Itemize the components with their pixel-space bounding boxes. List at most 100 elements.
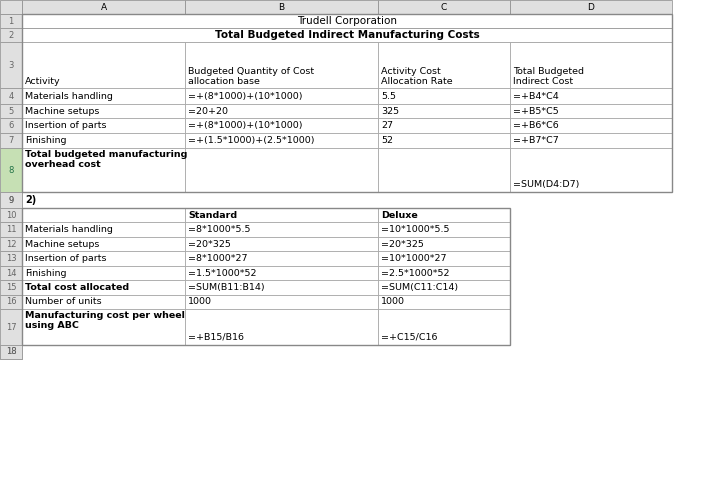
Bar xyxy=(510,133,672,148)
Bar xyxy=(0,104,22,118)
Bar xyxy=(22,0,185,14)
Text: Total Budgeted Indirect Manufacturing Costs: Total Budgeted Indirect Manufacturing Co… xyxy=(215,30,479,40)
Text: D: D xyxy=(588,2,595,11)
Bar xyxy=(378,0,510,14)
Text: 18: 18 xyxy=(6,347,16,356)
Bar xyxy=(378,104,510,118)
Bar xyxy=(185,0,378,14)
Bar xyxy=(22,118,185,133)
Text: =8*1000*5.5: =8*1000*5.5 xyxy=(188,225,251,234)
Text: 5.5: 5.5 xyxy=(381,91,396,101)
Text: 52: 52 xyxy=(381,136,393,145)
Text: 1: 1 xyxy=(8,16,13,25)
Bar xyxy=(378,0,510,14)
Text: Machine setups: Machine setups xyxy=(25,240,100,249)
Text: =+B4*C4: =+B4*C4 xyxy=(513,91,559,101)
Text: Trudell Corporation: Trudell Corporation xyxy=(297,16,397,26)
Bar xyxy=(22,148,185,192)
Text: =+B5*C5: =+B5*C5 xyxy=(513,106,559,115)
Bar xyxy=(0,118,22,133)
Bar xyxy=(378,280,510,295)
Text: Finishing: Finishing xyxy=(25,269,67,277)
Text: =10*1000*27: =10*1000*27 xyxy=(381,254,446,263)
Bar xyxy=(185,88,378,104)
Bar xyxy=(22,208,510,345)
Bar xyxy=(510,88,672,104)
Bar xyxy=(0,0,22,14)
Bar xyxy=(0,88,22,104)
Bar xyxy=(378,266,510,280)
Text: Machine setups: Machine setups xyxy=(25,106,100,115)
Text: 1000: 1000 xyxy=(381,297,405,307)
Text: 2): 2) xyxy=(25,195,37,205)
Text: 10: 10 xyxy=(6,210,16,219)
Bar xyxy=(185,295,378,309)
Text: 6: 6 xyxy=(8,121,13,130)
Bar xyxy=(0,42,22,88)
Bar xyxy=(0,309,22,345)
Bar xyxy=(185,118,378,133)
Bar xyxy=(510,148,672,192)
Bar xyxy=(22,251,185,266)
Bar xyxy=(185,42,378,88)
Text: Deluxe: Deluxe xyxy=(381,210,418,219)
Text: 325: 325 xyxy=(381,106,399,115)
Text: Manufacturing cost per wheel
using ABC: Manufacturing cost per wheel using ABC xyxy=(25,311,185,331)
Text: 4: 4 xyxy=(8,91,13,101)
Bar xyxy=(22,266,185,280)
Text: 9: 9 xyxy=(8,195,13,205)
Text: 12: 12 xyxy=(6,240,16,249)
Bar xyxy=(378,118,510,133)
Text: =+(1.5*1000)+(2.5*1000): =+(1.5*1000)+(2.5*1000) xyxy=(188,136,314,145)
Text: =+B7*C7: =+B7*C7 xyxy=(513,136,559,145)
Bar xyxy=(510,0,672,14)
Text: =SUM(B11:B14): =SUM(B11:B14) xyxy=(188,283,265,292)
Bar xyxy=(0,280,22,295)
Text: =1.5*1000*52: =1.5*1000*52 xyxy=(188,269,256,277)
Bar xyxy=(22,0,185,14)
Bar xyxy=(22,295,185,309)
Bar xyxy=(22,280,185,295)
Text: 3: 3 xyxy=(8,60,13,69)
Text: =10*1000*5.5: =10*1000*5.5 xyxy=(381,225,449,234)
Bar xyxy=(0,192,22,208)
Text: =+B6*C6: =+B6*C6 xyxy=(513,121,559,130)
Bar xyxy=(0,237,22,251)
Text: Materials handling: Materials handling xyxy=(25,225,113,234)
Text: =SUM(C11:C14): =SUM(C11:C14) xyxy=(381,283,458,292)
Bar xyxy=(0,295,22,309)
Text: 9: 9 xyxy=(8,195,13,205)
Bar xyxy=(0,192,22,208)
Text: Activity Cost
Allocation Rate: Activity Cost Allocation Rate xyxy=(381,67,453,86)
Text: 16: 16 xyxy=(6,297,16,307)
Bar xyxy=(185,133,378,148)
Bar xyxy=(185,208,378,222)
Bar xyxy=(0,266,22,280)
Bar xyxy=(378,295,510,309)
Text: 18: 18 xyxy=(6,347,16,356)
Bar xyxy=(22,133,185,148)
Bar xyxy=(185,280,378,295)
Bar xyxy=(0,251,22,266)
Text: =+(8*1000)+(10*1000): =+(8*1000)+(10*1000) xyxy=(188,91,303,101)
Text: =20*325: =20*325 xyxy=(381,240,424,249)
Bar xyxy=(22,14,672,192)
Text: Total cost allocated: Total cost allocated xyxy=(25,283,129,292)
Bar xyxy=(185,0,378,14)
Bar xyxy=(510,104,672,118)
Bar xyxy=(22,88,185,104)
Bar xyxy=(378,208,510,222)
Bar xyxy=(0,14,22,28)
Text: B: B xyxy=(279,2,284,11)
Bar xyxy=(0,28,22,42)
Bar xyxy=(22,28,672,42)
Text: Materials handling: Materials handling xyxy=(25,91,113,101)
Text: 14: 14 xyxy=(6,269,16,277)
Bar xyxy=(510,42,672,88)
Bar xyxy=(185,309,378,345)
Text: 7: 7 xyxy=(8,136,13,145)
Text: 5: 5 xyxy=(8,106,13,115)
Bar xyxy=(510,118,672,133)
Bar xyxy=(22,14,672,28)
Text: 11: 11 xyxy=(6,225,16,234)
